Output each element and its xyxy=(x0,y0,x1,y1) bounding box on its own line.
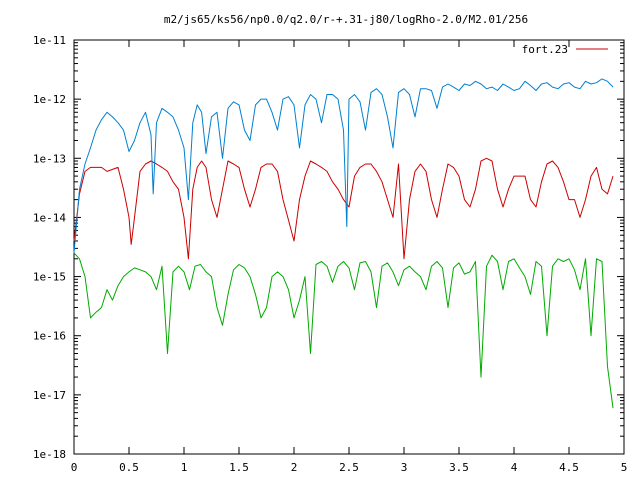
series-line-3 xyxy=(73,252,614,409)
y-tick-label: 1e-15 xyxy=(33,271,66,284)
series-line-1 xyxy=(73,157,614,260)
x-tick-label: 2 xyxy=(291,461,298,474)
x-tick-label: 1.5 xyxy=(229,461,249,474)
x-tick-label: 4 xyxy=(511,461,518,474)
y-tick-label: 1e-18 xyxy=(33,448,66,461)
x-axis: 0 0.5 1 1.5 2 2.5 3 3.5 4 4.5 5 xyxy=(71,40,628,474)
x-tick-label: 4.5 xyxy=(559,461,579,474)
x-tick-label: 3 xyxy=(401,461,408,474)
y-tick-label: 1e-11 xyxy=(33,34,66,47)
y-tick-label: 1e-12 xyxy=(33,93,66,106)
x-tick-label: 0 xyxy=(71,461,78,474)
y-tick-label: 1e-17 xyxy=(33,389,66,402)
x-tick-label: 2.5 xyxy=(339,461,359,474)
series-line-2 xyxy=(73,78,614,254)
y-tick-label: 1e-13 xyxy=(33,152,66,165)
y-tick-label: 1e-14 xyxy=(33,211,66,224)
x-tick-label: 5 xyxy=(621,461,628,474)
x-tick-label: 3.5 xyxy=(449,461,469,474)
x-tick-label: 0.5 xyxy=(119,461,139,474)
y-tick-label: 1e-16 xyxy=(33,330,66,343)
y-axis: 1e-18 1e-17 1e-16 1e-15 1e-14 1e-13 1e-12 1e-11 xyxy=(33,34,624,461)
plot-area xyxy=(73,78,614,409)
legend: fort.23 xyxy=(522,43,608,56)
x-tick-label: 1 xyxy=(181,461,188,474)
chart-title: m2/js65/ks56/np0.0/q2.0/r-+.31-j80/logRh… xyxy=(164,13,528,26)
legend-label: fort.23 xyxy=(522,43,568,56)
